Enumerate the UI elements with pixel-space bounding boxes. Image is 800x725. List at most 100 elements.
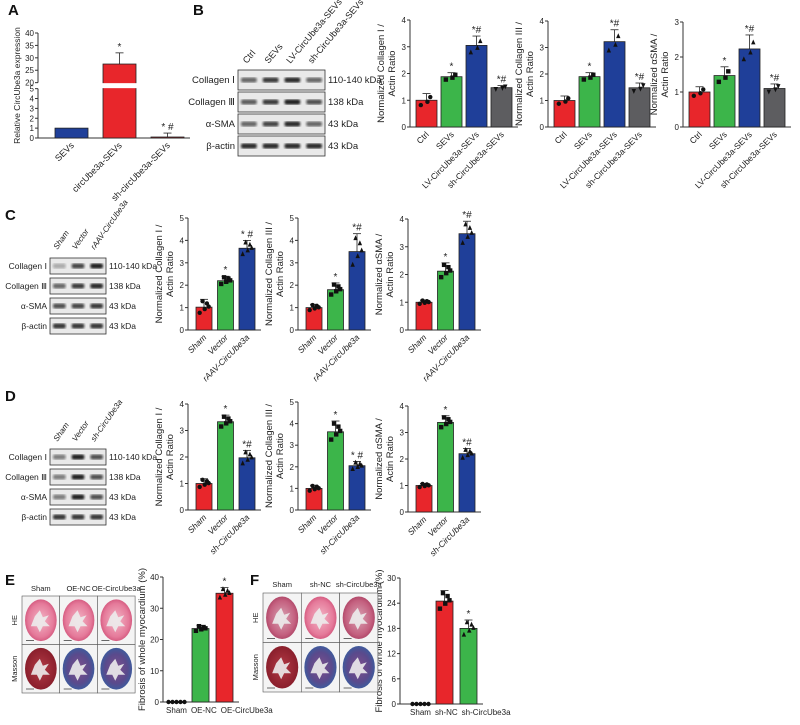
data-point	[307, 488, 312, 493]
y-tick-label: 40	[150, 573, 159, 582]
x-tick-label: Sham	[296, 512, 319, 535]
protein-band	[53, 263, 66, 269]
data-point	[447, 419, 453, 425]
data-point	[418, 701, 423, 707]
protein-band	[53, 474, 66, 480]
significance-mark: *	[334, 272, 338, 283]
histology-row-label: HE	[251, 613, 260, 623]
data-point	[475, 44, 480, 50]
blot-strip	[237, 113, 326, 135]
significance-mark: *	[723, 56, 727, 67]
protein-label: Collagen Ⅲ	[188, 97, 235, 108]
data-point	[493, 87, 499, 92]
chart-d1: 0 1 2 3 4 Normalized Collagen I / Actin Ratio S…	[154, 400, 261, 556]
histology-column-label: Sham	[272, 580, 292, 589]
y-tick-label: 0	[155, 698, 160, 707]
data-point	[240, 251, 245, 257]
protein-band	[306, 77, 322, 83]
y-axis-label: Actin Ratio	[275, 251, 286, 297]
bar	[603, 41, 626, 128]
x-tick-label: Sham	[186, 512, 209, 535]
lane-label: Ctrl	[241, 48, 258, 65]
significance-mark: *	[444, 252, 448, 263]
protein-label: β-actin	[21, 321, 47, 331]
protein-band	[53, 454, 66, 460]
data-point	[247, 451, 253, 457]
data-point	[418, 102, 424, 108]
y-tick-label: 5	[30, 85, 35, 94]
histology-column-label: Sham	[31, 584, 51, 593]
data-point	[312, 486, 317, 492]
data-point	[469, 230, 474, 235]
data-point	[468, 49, 474, 55]
data-point	[359, 462, 364, 468]
protein-band	[90, 283, 103, 289]
significance-mark: *	[223, 577, 227, 588]
significance-mark: *	[588, 62, 592, 73]
protein-band	[306, 143, 322, 149]
data-point	[182, 699, 187, 705]
y-tick-label: 1	[30, 124, 35, 133]
y-tick-label: 0	[290, 506, 295, 515]
bar	[465, 45, 488, 128]
bar	[327, 431, 344, 511]
y-tick-label: 0	[30, 134, 35, 143]
chart-c1: 0 1 2 3 4 5 Normalized Collagen I / Actin Ratio…	[154, 214, 261, 383]
data-point	[465, 452, 470, 458]
protein-band	[262, 99, 279, 105]
ventricle-lumen	[348, 657, 368, 680]
x-tick-label: Ctrl	[414, 129, 430, 145]
data-point	[443, 77, 449, 82]
data-point	[581, 77, 587, 82]
x-tick-label: sh-NC	[435, 708, 458, 717]
histology-grid-e: Sham OE-NC OE-CircUbe3a HE Masson	[10, 584, 141, 694]
protein-band	[90, 323, 103, 329]
data-point	[450, 75, 455, 80]
data-point	[445, 593, 450, 599]
data-point	[245, 456, 250, 462]
data-point	[316, 305, 321, 310]
data-point	[438, 274, 444, 280]
data-point	[227, 278, 233, 283]
y-axis-label: Fibrosis of whole myocardium (%)	[374, 569, 385, 712]
bar	[688, 91, 711, 128]
bar	[458, 453, 476, 513]
data-point	[202, 306, 207, 312]
significance-mark: * #	[241, 229, 254, 240]
data-point	[467, 627, 472, 633]
bar	[437, 422, 454, 513]
protein-band	[284, 77, 301, 83]
data-point	[426, 299, 431, 305]
y-tick-label: 0	[400, 326, 405, 335]
ventricle-lumen	[106, 658, 126, 681]
data-point	[417, 484, 422, 490]
x-tick-label: SEVs	[434, 129, 456, 151]
protein-band	[90, 454, 103, 460]
data-point	[425, 99, 430, 105]
data-point	[218, 424, 224, 429]
ventricle-lumen	[68, 610, 88, 633]
y-tick-label: 40	[25, 29, 34, 38]
lane-label: SEVs	[262, 41, 284, 65]
protein-band	[284, 121, 301, 127]
data-point	[428, 94, 433, 100]
protein-label: α-SMA	[21, 301, 47, 311]
data-point	[716, 79, 722, 85]
y-axis-label: Normalized αSMA /	[374, 418, 385, 500]
panel-label-f: F	[250, 572, 260, 589]
data-point	[312, 306, 317, 311]
x-tick-label: Ctrl	[687, 129, 703, 145]
x-tick-label: Sham	[406, 514, 429, 537]
histology-row-label: Masson	[10, 656, 19, 682]
protein-band	[90, 474, 103, 480]
molecular-weight-label: 110-140 kDa	[109, 452, 157, 462]
data-point	[355, 464, 360, 469]
data-point	[447, 268, 453, 273]
y-tick-label: 0	[392, 700, 397, 709]
data-point	[410, 701, 415, 707]
data-point	[307, 307, 312, 313]
data-point	[200, 477, 205, 483]
y-tick-label: 10	[150, 667, 159, 676]
significance-mark: *#	[497, 75, 507, 86]
